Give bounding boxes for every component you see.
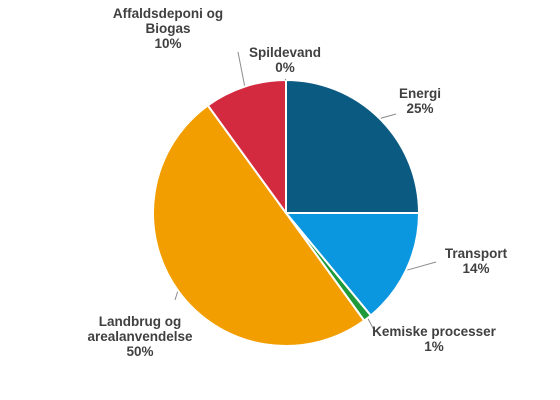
slice-value-label: 1% — [424, 339, 444, 354]
pie-slice-landbrug-og-arealanvendelse — [152, 104, 366, 347]
slice-value-label: 25% — [406, 101, 433, 116]
leader-line-kemiske-processer — [367, 318, 376, 333]
slice-category-label: Transport — [445, 246, 508, 261]
pie-slice-affaldsdeponi-og-biogas — [206, 78, 287, 217]
slice-value-label: 50% — [126, 344, 153, 359]
pie-slice-transport — [283, 212, 421, 317]
pie-slice-energi — [285, 78, 421, 214]
slice-label-spildevand: Spildevand 0% — [249, 45, 321, 75]
slice-label-landbrug-og-arealanvendelse: Landbrug og arealanvendelse 50% — [87, 314, 193, 359]
slice-labels: Energi 25% Transport 14% Kemiske processer 1%… — [87, 6, 507, 359]
slice-value-label: 14% — [462, 261, 489, 276]
leader-line-spildevand — [284, 78, 287, 81]
leader-lines — [174, 51, 437, 333]
slice-category-label: Affaldsdeponi og — [113, 6, 223, 21]
slice-category-label: Energi — [399, 86, 441, 101]
slice-category-label: arealanvendelse — [87, 329, 193, 344]
slice-category-label: Spildevand — [249, 45, 321, 60]
leader-line-transport — [407, 261, 437, 271]
leader-line-affaldsdeponi-og-biogas — [237, 51, 246, 86]
slice-category-label: Kemiske processer — [372, 324, 497, 339]
slice-label-kemiske-processer: Kemiske processer 1% — [372, 324, 497, 354]
pie-slices — [152, 78, 421, 347]
leader-line-energi — [380, 113, 397, 119]
slice-category-label: Biogas — [145, 21, 190, 36]
slice-label-energi: Energi 25% — [399, 86, 441, 116]
slice-label-transport: Transport 14% — [445, 246, 508, 276]
slice-value-label: 0% — [275, 60, 295, 75]
slice-category-label: Landbrug og — [99, 314, 181, 329]
slice-value-label: 10% — [154, 36, 181, 51]
slice-label-affaldsdeponi-og-biogas: Affaldsdeponi og Biogas 10% — [113, 6, 223, 51]
leader-line-landbrug-og-arealanvendelse — [174, 291, 179, 301]
